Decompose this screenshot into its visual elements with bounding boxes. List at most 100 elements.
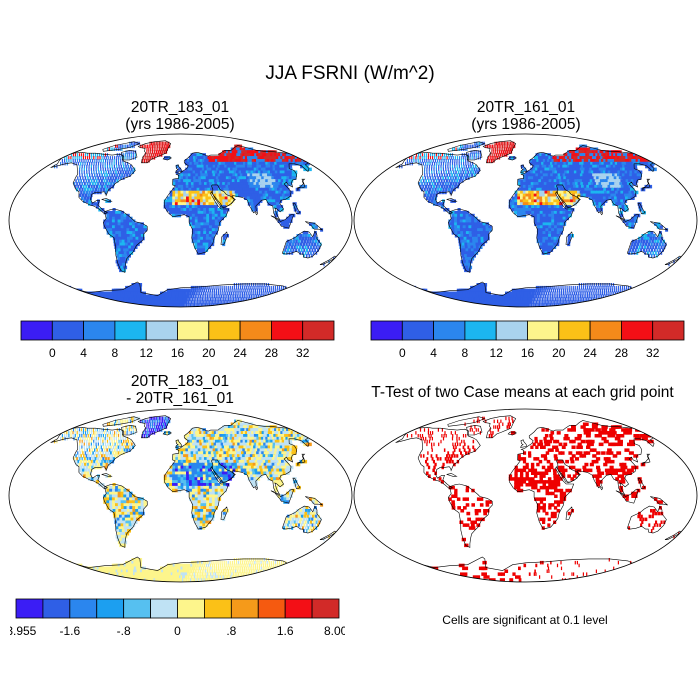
coast-madagascar xyxy=(565,506,573,520)
coast-arabia-link xyxy=(211,184,235,208)
coast-south-america xyxy=(102,208,148,273)
panel-title-diff-line2: - 20TR_161_01 xyxy=(126,390,234,407)
coast-arctic-islands xyxy=(447,416,486,427)
map-diff xyxy=(8,408,353,583)
coast-baffin xyxy=(466,424,483,436)
coast-iceland xyxy=(507,431,517,436)
colorbar-tick-label: 24 xyxy=(583,346,597,360)
map-ttest xyxy=(353,408,698,583)
colorbar-box xyxy=(527,320,560,341)
colorbar-tick-label: 16 xyxy=(521,346,535,360)
colorbar-tick-label: 16 xyxy=(171,346,185,360)
coast-south-america xyxy=(102,483,148,548)
panel-title-case2-line1: 20TR_161_01 xyxy=(476,99,576,116)
coast-britain xyxy=(175,164,182,173)
colorbar-box xyxy=(270,320,304,341)
coast-indonesia xyxy=(270,214,295,229)
coast-sri-lanka xyxy=(600,486,603,491)
coast-australia xyxy=(626,230,667,259)
colorbar-tick-label: 0 xyxy=(174,624,181,638)
coast-philippines xyxy=(292,477,301,490)
colorbar-box xyxy=(589,320,622,341)
colorbar-box xyxy=(495,320,528,341)
panel-title-case2: 20TR_161_01 (yrs 1986-2005) xyxy=(386,99,666,133)
coast-arctic-islands xyxy=(102,141,141,152)
coast-sri-lanka xyxy=(255,486,258,491)
map-border xyxy=(353,133,698,308)
colorbar-box xyxy=(433,320,466,341)
coast-japan xyxy=(297,178,306,191)
coast-arabia-link xyxy=(556,184,580,208)
coast-cuba xyxy=(446,473,458,477)
colorbar-box xyxy=(464,320,497,341)
colorbar-box xyxy=(15,598,44,619)
coast-cuba xyxy=(101,198,113,202)
coast-philippines xyxy=(637,477,646,490)
colorbar-tick-label: -1.6 xyxy=(59,624,80,638)
coastlines xyxy=(395,140,683,307)
coast-africa-eurasia xyxy=(509,145,655,255)
colorbar-box xyxy=(401,320,434,341)
coast-arabia-link xyxy=(211,459,235,483)
coast-new-guinea xyxy=(650,496,668,506)
colorbar-case1: 0 4 8 12 16 20 24 28 32 xyxy=(20,320,335,360)
panel-title-diff-line1: 20TR_183_01 xyxy=(130,373,230,390)
coast-greenland xyxy=(137,140,172,164)
colorbar-box xyxy=(123,598,151,619)
panel-title-diff: 20TR_183_01 - 20TR_161_01 xyxy=(40,373,320,407)
colorbar-tick-label: 8 xyxy=(112,346,119,360)
coast-baffin xyxy=(121,149,138,161)
coast-iceland xyxy=(162,156,172,161)
map-border xyxy=(353,408,698,583)
coast-madagascar xyxy=(220,231,228,245)
coast-indonesia xyxy=(270,489,295,504)
colorbar-tick-label: 20 xyxy=(552,346,566,360)
colorbar-box xyxy=(620,320,654,341)
colorbar-box xyxy=(83,320,116,341)
coast-australia xyxy=(626,505,667,534)
coast-sri-lanka xyxy=(255,211,258,216)
coast-indonesia xyxy=(615,489,640,504)
coast-baffin xyxy=(121,424,138,436)
coastlines xyxy=(395,415,683,582)
colorbar-tick-label: 12 xyxy=(490,346,504,360)
colorbar-tick-label: 24 xyxy=(233,346,247,360)
coast-baffin xyxy=(466,149,483,161)
colorbar-tick-label: 32 xyxy=(296,346,310,360)
coast-madagascar xyxy=(565,231,573,245)
colorbar-box xyxy=(239,320,272,341)
colorbar-box xyxy=(208,320,241,341)
land-cells xyxy=(52,141,335,307)
colorbar-box xyxy=(370,320,403,341)
coast-north-america xyxy=(395,426,481,490)
coast-africa-eurasia xyxy=(164,145,310,255)
colorbar-tick-label: .8 xyxy=(226,624,236,638)
coast-japan xyxy=(642,178,651,191)
coast-greenland xyxy=(482,415,517,439)
coast-north-america xyxy=(395,151,481,215)
coast-madagascar xyxy=(220,506,228,520)
colorbar-box xyxy=(20,320,53,341)
coast-arctic-islands xyxy=(102,416,141,427)
colorbar-box xyxy=(69,598,98,619)
coast-arabia-link xyxy=(556,459,580,483)
coast-africa-eurasia xyxy=(509,420,655,530)
coast-cuba xyxy=(446,198,458,202)
colorbar-box xyxy=(114,320,147,341)
panel-title-ttest: T-Test of two Case means at each grid po… xyxy=(350,384,695,401)
colorbar-tick-label: 0 xyxy=(49,346,56,360)
colorbar-box xyxy=(177,598,205,619)
map-border xyxy=(8,133,353,308)
colorbar-tick-label: -13.955 xyxy=(10,624,37,638)
colorbar-box xyxy=(302,320,335,341)
colorbar-box xyxy=(558,320,591,341)
coast-africa-eurasia xyxy=(164,420,310,530)
coast-greenland xyxy=(137,415,172,439)
colorbar-box xyxy=(257,598,286,619)
coast-japan xyxy=(642,453,651,466)
coast-new-guinea xyxy=(650,221,668,231)
colorbar-tick-label: 4 xyxy=(80,346,87,360)
colorbar-box xyxy=(51,320,84,341)
colorbar-box xyxy=(177,320,210,341)
panel-title-case2-line2: (yrs 1986-2005) xyxy=(471,116,581,133)
